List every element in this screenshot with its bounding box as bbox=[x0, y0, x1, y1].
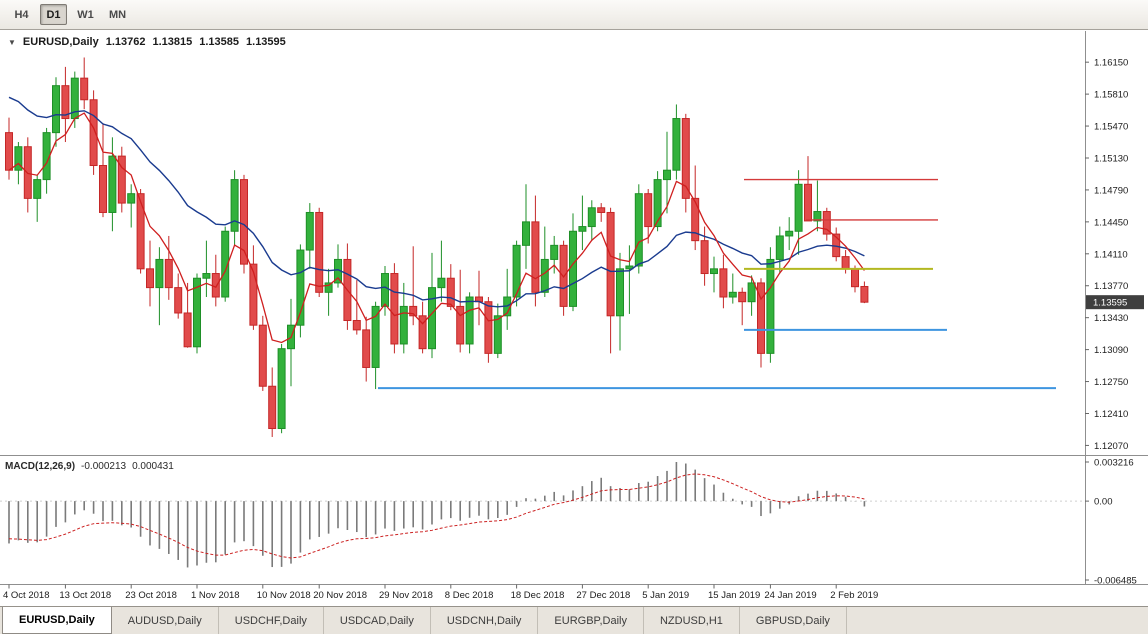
ma-slow-line bbox=[8, 96, 865, 308]
time-axis-label: 18 Dec 2018 bbox=[511, 590, 565, 601]
time-axis-label: 13 Oct 2018 bbox=[59, 590, 111, 601]
timeframe-button-d1[interactable]: D1 bbox=[40, 4, 67, 25]
price-axis-label: 1.14450 bbox=[1094, 217, 1128, 228]
price-axis-label: 1.12070 bbox=[1094, 441, 1128, 452]
candles bbox=[5, 57, 869, 437]
macd-value-signal: 0.000431 bbox=[132, 461, 174, 472]
time-axis-label: 2 Feb 2019 bbox=[830, 590, 878, 601]
price-axis-label: 1.15470 bbox=[1094, 122, 1128, 133]
price-axis-label: 1.12410 bbox=[1094, 409, 1128, 420]
macd-label: MACD(12,26,9) bbox=[5, 461, 76, 472]
ma-fast-line bbox=[8, 112, 865, 344]
timeframe-toolbar: H4 D1 W1 MN bbox=[0, 0, 1148, 30]
tab-usdcad-daily[interactable]: USDCAD,Daily bbox=[324, 607, 431, 634]
current-price-value: 1.13595 bbox=[1093, 298, 1127, 309]
time-axis-label: 1 Nov 2018 bbox=[191, 590, 240, 601]
chart-title: ▼ EURUSD,Daily 1.13762 1.13815 1.13585 1… bbox=[8, 36, 286, 48]
tab-eurgbp-daily[interactable]: EURGBP,Daily bbox=[538, 607, 644, 634]
macd-title: MACD(12,26,9) -0.000213 0.000431 bbox=[5, 461, 174, 472]
price-axis-label: 1.13770 bbox=[1094, 281, 1128, 292]
tab-nzdusd-h1[interactable]: NZDUSD,H1 bbox=[644, 607, 740, 634]
price-axis-label: 1.16150 bbox=[1094, 58, 1128, 69]
macd-signal-line bbox=[8, 473, 865, 559]
price-axis-label: 1.13090 bbox=[1094, 345, 1128, 356]
macd-axis-label: -0.006485 bbox=[1094, 576, 1137, 587]
ohlc-open: 1.13762 bbox=[105, 36, 146, 48]
time-axis-label: 8 Dec 2018 bbox=[445, 590, 494, 601]
time-axis-label: 29 Nov 2018 bbox=[379, 590, 433, 601]
macd-axis-label: 0.003216 bbox=[1094, 458, 1134, 469]
price-axis-label: 1.13430 bbox=[1094, 313, 1128, 324]
chart-collapse-arrow[interactable]: ▼ bbox=[8, 37, 16, 47]
chart-tabbar: EURUSD,Daily AUDUSD,Daily USDCHF,Daily USDC… bbox=[0, 606, 1148, 634]
price-axis-label: 1.15810 bbox=[1094, 90, 1128, 101]
time-axis-label: 15 Jan 2019 bbox=[708, 590, 760, 601]
price-axis-label: 1.14790 bbox=[1094, 185, 1128, 196]
macd-histogram bbox=[8, 462, 866, 568]
timeframe-button-w1[interactable]: W1 bbox=[72, 4, 99, 25]
tab-audusd-daily[interactable]: AUDUSD,Daily bbox=[112, 607, 219, 634]
time-axis-label: 27 Dec 2018 bbox=[576, 590, 630, 601]
price-axis-label: 1.14110 bbox=[1094, 249, 1128, 260]
tab-eurusd-daily[interactable]: EURUSD,Daily bbox=[2, 607, 112, 634]
tab-usdchf-daily[interactable]: USDCHF,Daily bbox=[219, 607, 324, 634]
price-axis-label: 1.15130 bbox=[1094, 153, 1128, 164]
time-axis-label: 4 Oct 2018 bbox=[3, 590, 49, 601]
time-axis-label: 23 Oct 2018 bbox=[125, 590, 177, 601]
macd-value-main: -0.000213 bbox=[81, 461, 127, 472]
time-axis-label: 24 Jan 2019 bbox=[764, 590, 816, 601]
current-price-badge bbox=[1086, 295, 1144, 310]
chart-symbol-label: EURUSD,Daily bbox=[22, 36, 99, 48]
time-axis-label: 5 Jan 2019 bbox=[642, 590, 689, 601]
price-axis-label: 1.12750 bbox=[1094, 377, 1128, 388]
timeframe-button-h4[interactable]: H4 bbox=[8, 4, 35, 25]
time-axis-label: 10 Nov 2018 bbox=[257, 590, 311, 601]
ohlc-high: 1.13815 bbox=[152, 36, 193, 48]
ohlc-low: 1.13585 bbox=[199, 36, 240, 48]
ohlc-close: 1.13595 bbox=[246, 36, 286, 48]
time-axis-label: 20 Nov 2018 bbox=[313, 590, 367, 601]
macd-axis-label: 0.00 bbox=[1094, 497, 1113, 508]
timeframe-button-mn[interactable]: MN bbox=[104, 4, 131, 25]
tab-gbpusd-daily[interactable]: GBPUSD,Daily bbox=[740, 607, 847, 634]
tab-usdcnh-daily[interactable]: USDCNH,Daily bbox=[431, 607, 539, 634]
